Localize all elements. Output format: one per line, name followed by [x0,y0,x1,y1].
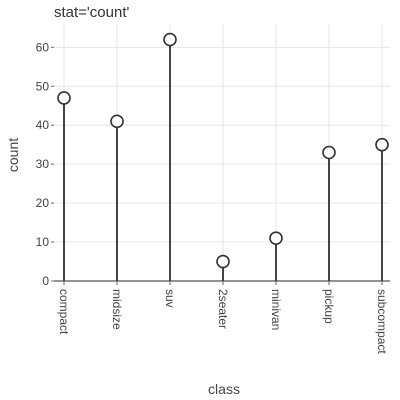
lollipop-point-subcompact [375,137,389,152]
x-tick-label-compact: compact [57,289,71,335]
y-axis-title: count [5,138,21,172]
x-tick-label-subcompact: subcompact [375,289,389,354]
x-tick-label-pickup: pickup [322,289,336,324]
x-axis-title: class [208,381,240,397]
y-tick-label: 40 [36,118,50,132]
y-tick-label: 30 [36,157,50,171]
x-tick-label-suv: suv [163,289,177,308]
lollipop-point-suv [163,32,177,47]
axes [51,46,390,285]
y-tick-label: 50 [36,79,50,93]
lollipop-marks [57,32,389,281]
y-tick-label: 20 [36,196,50,210]
y-tick-label: 10 [36,235,50,249]
x-tick-label-midsize: midsize [110,289,124,330]
x-tick-label-minivan: minivan [269,289,283,330]
lollipop-point-compact [57,91,71,105]
lollipop-point-2seater [216,254,230,269]
tick-labels: 0 10 20 30 40 50 60 compact midsize suv 2seater min… [36,40,389,354]
lollipop-point-minivan [269,231,283,245]
grid-lines [54,24,390,282]
x-tick-label-2seater: 2seater [216,289,230,329]
lollipop-point-pickup [322,145,336,160]
y-tick-label: 60 [36,40,50,54]
lollipop-point-midsize [110,114,124,129]
y-tick-label: 0 [42,274,49,288]
chart-title: stat='count' [54,4,129,21]
